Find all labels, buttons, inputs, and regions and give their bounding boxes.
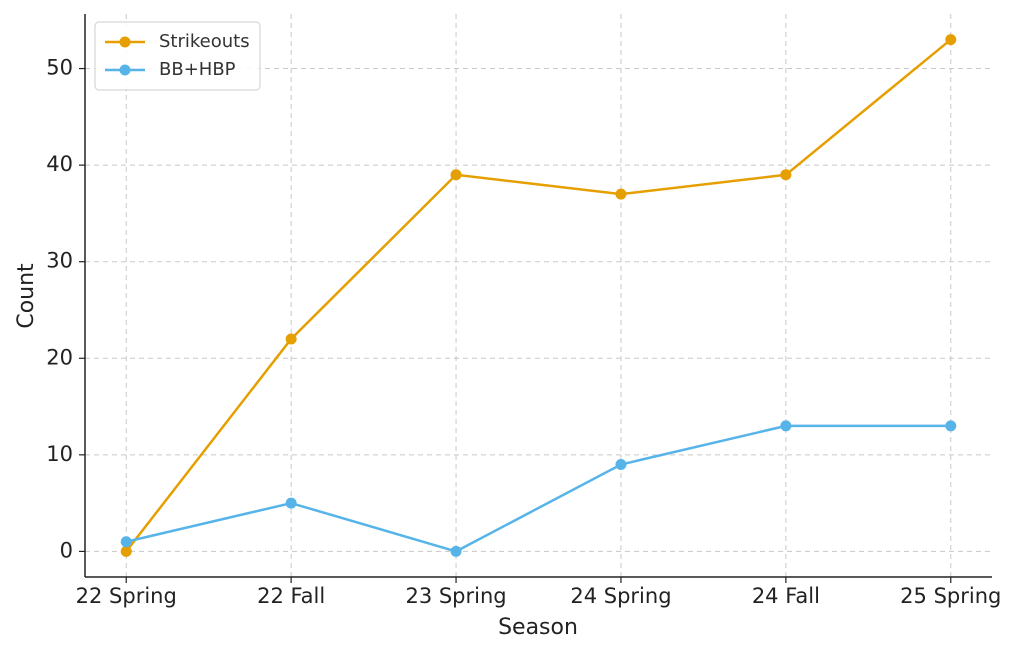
y-tick-label: 0: [60, 538, 73, 562]
point: [945, 34, 957, 46]
legend-box: [94, 21, 261, 91]
point: [285, 333, 297, 345]
y-axis-label: Count: [14, 263, 39, 329]
point: [615, 188, 627, 200]
legend-label: BB+HBP: [159, 59, 236, 80]
legend-marker: [119, 64, 131, 76]
legend: Strikeouts BB+HBP: [94, 21, 261, 91]
point: [780, 169, 792, 181]
x-tick-label: 22 Spring: [76, 584, 177, 608]
series-line: [125, 424, 951, 553]
legend-marker: [119, 36, 131, 48]
y-tick-label: 10: [46, 442, 73, 466]
series-line: [125, 38, 952, 553]
x-tick-label: 22 Fall: [257, 584, 325, 608]
x-tick-label: 23 Spring: [405, 584, 506, 608]
point: [450, 545, 462, 557]
point: [945, 420, 957, 432]
x-axis-label: Season: [498, 615, 578, 640]
y-tick-label: 20: [46, 345, 73, 369]
y-tick-label: 40: [46, 152, 73, 176]
point: [615, 458, 627, 470]
legend-label: Strikeouts: [159, 31, 250, 52]
point: [120, 536, 132, 548]
point: [285, 497, 297, 509]
x-tick-label: 25 Spring: [900, 584, 1001, 608]
y-tick-label: 50: [46, 56, 73, 80]
x-tick-label: 24 Spring: [570, 584, 671, 608]
x-tick-label: 24 Fall: [752, 584, 820, 608]
point: [120, 545, 132, 557]
point: [450, 169, 462, 181]
y-tick-label: 30: [46, 249, 73, 273]
point: [780, 420, 792, 432]
